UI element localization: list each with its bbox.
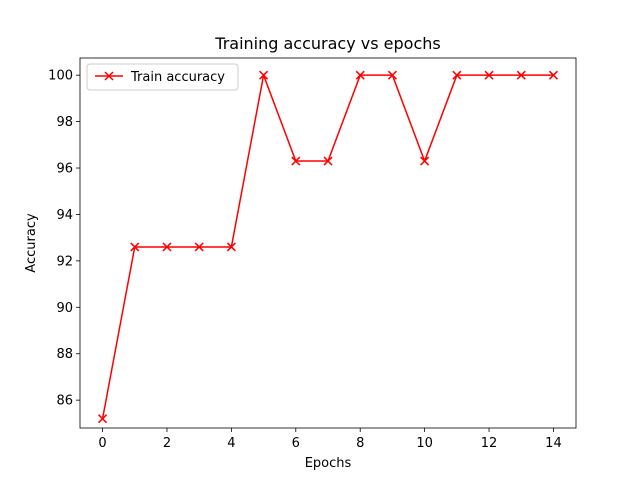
data-point-marker: [291, 156, 301, 166]
data-point-marker: [162, 242, 172, 252]
y-tick-label: 96: [56, 162, 73, 177]
y-tick-label: 90: [56, 301, 73, 316]
x-tick-label: 10: [416, 436, 433, 451]
y-tick-label: 92: [56, 254, 73, 269]
x-axis-ticks: 0 2 4 6 8 10 12 14: [98, 428, 562, 451]
y-axis-label: Accuracy: [24, 213, 39, 273]
x-tick-label: 14: [545, 436, 562, 451]
legend-entry-train-accuracy: Train accuracy: [130, 70, 225, 85]
y-tick-label: 88: [56, 347, 73, 362]
series-line-train-accuracy: [101, 74, 554, 419]
data-point-marker: [452, 70, 462, 80]
data-point-marker: [355, 70, 365, 80]
x-tick-label: 2: [163, 436, 171, 451]
y-tick-label: 98: [56, 115, 73, 130]
data-point-marker: [484, 70, 494, 80]
y-tick-label: 100: [48, 69, 73, 84]
data-point-marker: [387, 70, 397, 80]
data-point-marker: [226, 242, 236, 252]
data-point-marker: [323, 156, 333, 166]
legend: Train accuracy: [86, 63, 239, 91]
data-point-marker: [548, 70, 558, 80]
x-tick-label: 4: [227, 436, 235, 451]
x-tick-label: 6: [292, 436, 300, 451]
y-tick-label: 86: [56, 394, 73, 409]
data-point-marker: [516, 70, 526, 80]
x-tick-label: 12: [481, 436, 498, 451]
x-tick-label: 8: [356, 436, 364, 451]
y-tick-label: 94: [56, 208, 73, 223]
data-point-marker: [259, 70, 269, 80]
x-axis-label: Epochs: [305, 456, 352, 471]
data-point-marker: [130, 242, 140, 252]
data-point-marker: [420, 156, 430, 166]
plot-frame: [79, 57, 577, 429]
plot-series-layer: [98, 70, 558, 424]
legend-marker: [104, 71, 114, 81]
data-point-marker: [194, 242, 204, 252]
x-tick-label: 0: [98, 436, 106, 451]
y-axis-ticks: 86 88 90 92 94 96 98 100: [48, 69, 80, 409]
legend-box: [86, 63, 239, 91]
data-point-marker: [98, 414, 108, 424]
chart-title: Training accuracy vs epochs: [214, 34, 440, 53]
